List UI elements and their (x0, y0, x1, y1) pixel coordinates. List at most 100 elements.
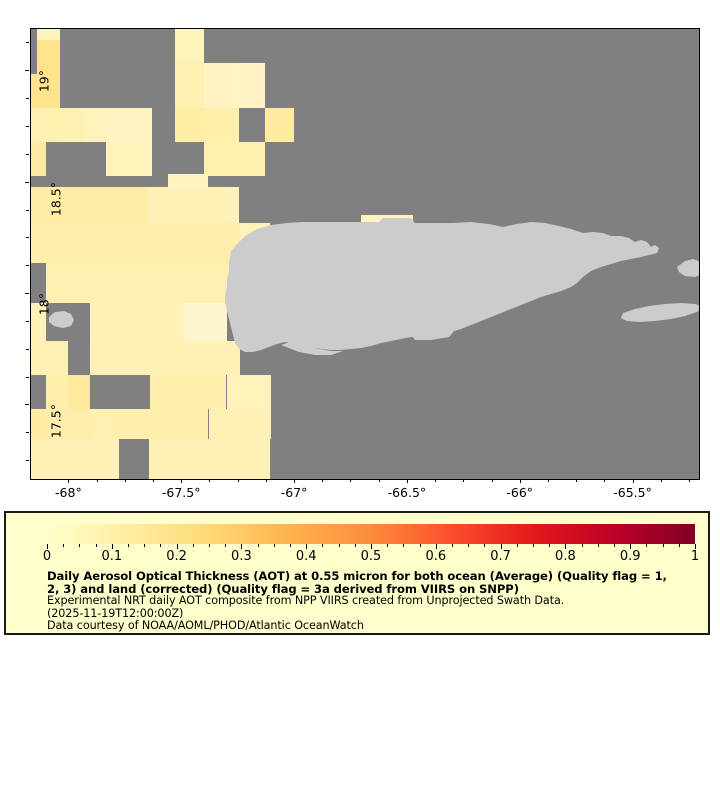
x-axis-minor-tick (265, 479, 267, 482)
colorbar-tick-label: 0.8 (555, 549, 576, 564)
colorbar-tick (500, 544, 502, 549)
x-axis-minor-tick (152, 479, 154, 482)
colorbar-minor-tick (338, 544, 340, 547)
colorbar-minor-tick (581, 544, 583, 547)
x-axis-minor-tick (350, 479, 352, 482)
colorbar-minor-tick (209, 544, 210, 547)
colorbar-minor-tick (257, 544, 259, 547)
colorbar-minor-tick (225, 544, 227, 547)
y-axis-minor-tick (26, 153, 29, 155)
colorbar-tick (306, 544, 308, 549)
colorbar-tick-label: 0.3 (231, 549, 252, 564)
colorbar-gradient (47, 524, 695, 544)
land-polygons (49, 218, 699, 355)
colorbar-minor-tick (192, 544, 194, 547)
x-axis-minor-tick (378, 479, 380, 482)
y-axis-minor-tick (26, 265, 29, 267)
colorbar-minor-tick (95, 544, 97, 547)
aot-map-figure: -68° -67.5° -67° -66.5° -66° -65.5° 19° 18.5° 18… (25, 28, 700, 500)
colorbar-tick-label: 0.7 (490, 549, 511, 564)
x-axis-minor-tick (322, 479, 324, 482)
y-axis-minor-tick (26, 98, 29, 100)
colorbar-minor-tick (662, 544, 664, 547)
x-axis-minor-tick (463, 479, 465, 482)
colorbar-minor-tick (79, 544, 81, 547)
colorbar-minor-tick (144, 544, 146, 547)
y-axis-tick (25, 293, 29, 295)
colorbar[interactable] (47, 524, 695, 544)
colorbar-minor-tick (403, 544, 405, 547)
legend-panel: 0 0.1 0.2 0.3 0.4 0.5 0.6 0.7 0.8 0.9 1 Daily Aero… (4, 511, 710, 635)
colorbar-minor-tick (646, 544, 648, 547)
culebra-island (677, 259, 699, 277)
x-axis-minor-tick (435, 479, 437, 482)
y-axis-minor-tick (26, 348, 29, 350)
y-axis-tick (25, 404, 29, 406)
caption-sub-line-3: Data courtesy of NOAA/AOML/PHOD/Atlantic… (47, 619, 364, 633)
caption-sub-line-1: Experimental NRT daily AOT composite fro… (47, 594, 565, 608)
colorbar-minor-tick (614, 544, 615, 547)
colorbar-tick-label: 0.2 (166, 549, 187, 564)
pr-south-coast-detail (281, 341, 343, 355)
y-axis-minor-tick (26, 237, 29, 239)
colorbar-minor-tick (387, 544, 389, 547)
x-axis-minor-tick (237, 479, 239, 482)
vieques-island (621, 303, 699, 322)
y-axis-minor-tick (26, 209, 29, 211)
colorbar-minor-tick (484, 544, 486, 547)
colorbar-minor-tick (63, 544, 65, 547)
colorbar-tick (111, 544, 113, 549)
x-axis-tick (519, 479, 521, 483)
x-axis-minor-tick (576, 479, 578, 482)
puerto-rico-main-island (225, 218, 659, 352)
y-axis-label: 17.5° (48, 404, 64, 439)
colorbar-minor-tick (128, 544, 129, 547)
y-axis-minor-tick (26, 432, 29, 434)
x-axis-label: -67° (280, 485, 308, 500)
colorbar-minor-tick (549, 544, 551, 547)
colorbar-minor-tick (160, 544, 162, 547)
colorbar-tick-label: 0.9 (619, 549, 641, 564)
x-axis-label: -66° (506, 485, 534, 500)
caption-title-line-1: Daily Aerosol Optical Thickness (AOT) at… (47, 569, 667, 583)
colorbar-tick (176, 544, 178, 549)
colorbar-tick (371, 544, 372, 549)
colorbar-minor-tick (322, 544, 324, 547)
colorbar-minor-tick (419, 544, 421, 547)
x-axis-label: -66.5° (387, 485, 427, 500)
caption-sub-line-2: (2025-11-19T12:00:00Z) (47, 606, 184, 620)
colorbar-minor-tick (290, 544, 291, 547)
x-axis-tick (68, 479, 70, 483)
y-axis-tick (25, 70, 29, 72)
colorbar-tick-label: 0.6 (425, 549, 447, 564)
map-plot-area[interactable] (30, 28, 700, 480)
colorbar-tick (435, 544, 437, 549)
x-axis-label: -68° (55, 485, 82, 500)
colorbar-tick-label: 0.1 (101, 549, 123, 564)
colorbar-tick (47, 544, 48, 549)
colorbar-minor-tick (273, 544, 275, 547)
colorbar-tick-label: 1 (690, 549, 700, 564)
colorbar-tick-label: 0 (42, 549, 52, 564)
aot-raster-layer (31, 29, 699, 479)
colorbar-minor-tick (533, 544, 534, 547)
x-axis-label: -65.5° (613, 485, 652, 500)
colorbar-minor-tick (516, 544, 518, 547)
y-axis-label: 18° (36, 293, 52, 316)
colorbar-tick-label: 0.5 (360, 549, 382, 564)
colorbar-minor-tick (354, 544, 356, 547)
colorbar-minor-tick (452, 544, 453, 547)
x-axis-tick (181, 479, 183, 483)
colorbar-tick (630, 544, 632, 549)
x-axis-tick (632, 479, 634, 483)
y-axis-minor-tick (26, 42, 29, 44)
x-axis-minor-tick (124, 479, 126, 482)
colorbar-minor-tick (468, 544, 470, 547)
colorbar-tick-label: 0.4 (295, 549, 317, 564)
y-axis-tick (25, 181, 29, 183)
y-axis-minor-tick (26, 376, 29, 378)
x-axis-minor-tick (604, 479, 606, 482)
y-axis-minor-tick (26, 460, 29, 462)
pr-south-coast-detail-2 (411, 330, 455, 340)
colorbar-minor-tick (678, 544, 680, 547)
